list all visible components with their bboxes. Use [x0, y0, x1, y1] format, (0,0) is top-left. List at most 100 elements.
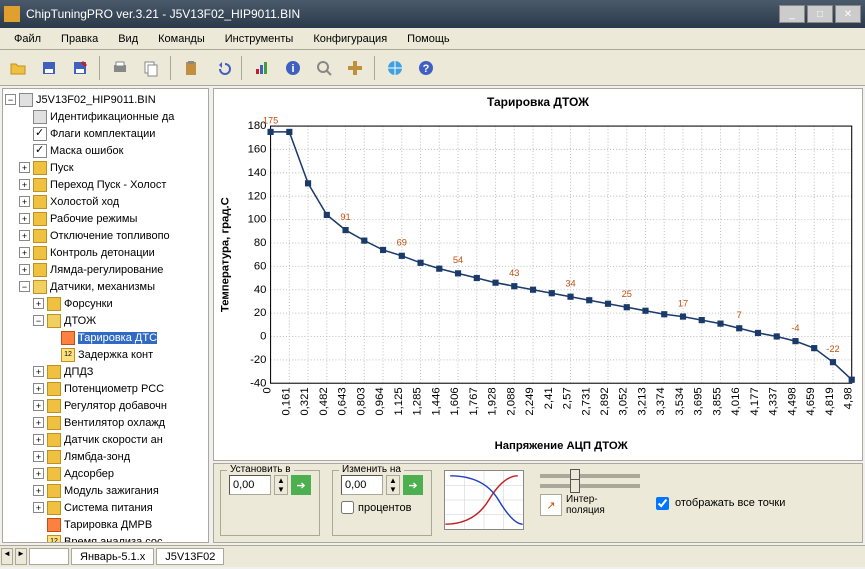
menu-Инструменты[interactable]: Инструменты — [215, 31, 304, 47]
tree-item[interactable]: 12Время анализа сос — [5, 533, 206, 543]
change-apply-button[interactable]: ➔ — [403, 475, 423, 495]
tree-item[interactable]: Идентификационные да — [5, 108, 206, 125]
tree-item[interactable]: +Переход Пуск - Холост — [5, 176, 206, 193]
tab-scroll-right[interactable]: ► — [15, 548, 27, 565]
tree-item[interactable]: −Датчики, механизмы — [5, 278, 206, 295]
tree-item[interactable]: +Модуль зажигания — [5, 482, 206, 499]
menu-Команды[interactable]: Команды — [148, 31, 215, 47]
status-tab-empty[interactable] — [29, 548, 69, 565]
expand-icon[interactable]: + — [19, 162, 30, 173]
tree-item[interactable]: +Пуск — [5, 159, 206, 176]
search-button[interactable] — [310, 54, 338, 82]
tree-item[interactable]: −ДТОЖ — [5, 312, 206, 329]
graph-icon — [47, 518, 61, 532]
set-apply-button[interactable]: ➔ — [291, 475, 311, 495]
tree-item[interactable]: Маска ошибок — [5, 142, 206, 159]
tree-item[interactable]: Тарировка ДТС — [5, 329, 206, 346]
expand-icon[interactable]: + — [33, 485, 44, 496]
expand-icon[interactable]: + — [19, 247, 30, 258]
expand-icon[interactable]: + — [19, 213, 30, 224]
tree-root-label[interactable]: J5V13F02_HIP9011.BIN — [36, 94, 156, 106]
percent-checkbox[interactable]: процентов — [341, 501, 423, 514]
change-input[interactable] — [341, 475, 383, 495]
tree-item[interactable]: 12Задержка конт — [5, 346, 206, 363]
save-as-button[interactable] — [66, 54, 94, 82]
num-icon: 12 — [61, 348, 75, 362]
set-input[interactable] — [229, 475, 271, 495]
help-button[interactable]: ? — [412, 54, 440, 82]
minimize-button[interactable]: _ — [779, 5, 805, 23]
tab-scroll-left[interactable]: ◄ — [1, 548, 13, 565]
folder-icon — [47, 433, 61, 447]
paste-button[interactable] — [177, 54, 205, 82]
change-spin[interactable]: ▲▼ — [386, 475, 400, 495]
slider-2[interactable] — [540, 484, 640, 488]
tree-item[interactable]: Тарировка ДМРВ — [5, 516, 206, 533]
tree-item-label: Лямда-регулирование — [50, 264, 163, 276]
paste-icon — [182, 59, 200, 77]
expand-icon[interactable]: + — [33, 417, 44, 428]
expand-icon[interactable]: + — [19, 196, 30, 207]
open-button[interactable] — [4, 54, 32, 82]
maximize-button[interactable]: □ — [807, 5, 833, 23]
save-button[interactable] — [35, 54, 63, 82]
sidebar-tree[interactable]: − J5V13F02_HIP9011.BIN Идентификационные д… — [2, 88, 209, 543]
tree-item[interactable]: +ДПДЗ — [5, 363, 206, 380]
tree-item[interactable]: +Холостой ход — [5, 193, 206, 210]
tree-item[interactable]: +Регулятор добавочн — [5, 397, 206, 414]
svg-text:Температура, град.С: Температура, град.С — [219, 197, 231, 312]
tree-item[interactable]: + Вентилятор охлажд — [5, 414, 206, 431]
expand-icon[interactable]: + — [33, 451, 44, 462]
settings-button[interactable] — [341, 54, 369, 82]
chart-button[interactable] — [248, 54, 276, 82]
interpolate-button[interactable]: ↗ Интер- поляция — [540, 494, 640, 516]
menu-Конфигурация[interactable]: Конфигурация — [303, 31, 397, 47]
tree-item[interactable]: +Отключение топливопо — [5, 227, 206, 244]
svg-text:3,534: 3,534 — [674, 387, 686, 415]
expand-icon[interactable]: + — [33, 468, 44, 479]
tree-item[interactable]: +Датчик скорости ан — [5, 431, 206, 448]
expand-icon[interactable]: + — [33, 298, 44, 309]
svg-text:2,249: 2,249 — [524, 387, 536, 415]
expand-icon[interactable]: − — [33, 315, 44, 326]
tree-item[interactable]: +Контроль детонации — [5, 244, 206, 261]
menu-Файл[interactable]: Файл — [4, 31, 51, 47]
expand-icon[interactable]: + — [33, 400, 44, 411]
expand-icon[interactable]: + — [33, 366, 44, 377]
info-button[interactable]: i — [279, 54, 307, 82]
show-all-checkbox[interactable]: отображать все точки — [656, 470, 785, 536]
menu-Правка[interactable]: Правка — [51, 31, 108, 47]
expand-icon[interactable]: + — [19, 264, 30, 275]
copy-button[interactable] — [137, 54, 165, 82]
tree-item[interactable]: +Потенциометр РСС — [5, 380, 206, 397]
search-icon — [315, 59, 333, 77]
expand-icon[interactable]: + — [33, 502, 44, 513]
slider-1[interactable] — [540, 474, 640, 478]
print-button[interactable] — [106, 54, 134, 82]
set-spin[interactable]: ▲▼ — [274, 475, 288, 495]
expand-icon[interactable]: + — [19, 230, 30, 241]
tree-item-label: Тарировка ДМРВ — [64, 519, 152, 531]
menu-Помощь[interactable]: Помощь — [397, 31, 460, 47]
status-tab-2[interactable]: J5V13F02 — [156, 548, 224, 565]
tree-item[interactable]: +Адсорбер — [5, 465, 206, 482]
tree-item[interactable]: + Лямда-регулирование — [5, 261, 206, 278]
tree-item[interactable]: +Рабочие режимы — [5, 210, 206, 227]
expand-icon[interactable]: + — [19, 179, 30, 190]
expand-icon[interactable]: − — [19, 281, 30, 292]
tree-item[interactable]: +Система питания — [5, 499, 206, 516]
tree-item-label: Вентилятор охлажд — [64, 417, 165, 429]
globe-button[interactable] — [381, 54, 409, 82]
tree-item[interactable]: +Форсунки — [5, 295, 206, 312]
svg-text:2,088: 2,088 — [505, 387, 517, 415]
menu-Вид[interactable]: Вид — [108, 31, 148, 47]
tree-item[interactable]: Флаги комплектации — [5, 125, 206, 142]
undo-button[interactable] — [208, 54, 236, 82]
expand-icon[interactable]: + — [33, 383, 44, 394]
close-button[interactable]: ✕ — [835, 5, 861, 23]
tree-item[interactable]: +Лямбда-зонд — [5, 448, 206, 465]
status-tab-1[interactable]: Январь-5.1.x — [71, 548, 154, 565]
chart-svg[interactable]: -40-2002040608010012014016018000,1610,32… — [214, 115, 862, 456]
expand-icon[interactable]: − — [5, 94, 16, 105]
expand-icon[interactable]: + — [33, 434, 44, 445]
